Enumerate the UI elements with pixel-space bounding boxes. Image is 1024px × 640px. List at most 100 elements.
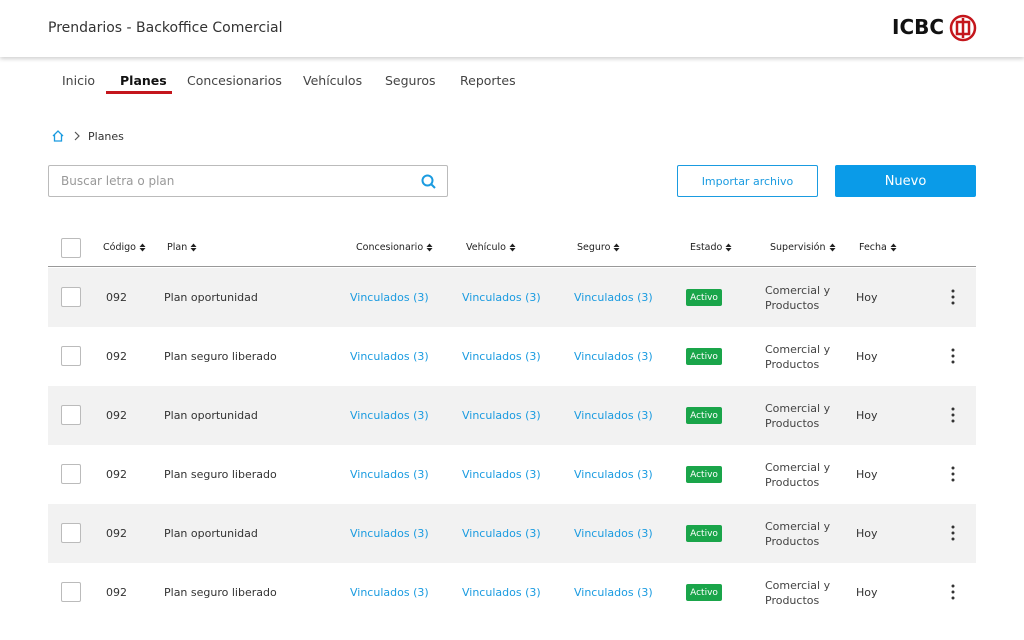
column-header[interactable]: Código	[103, 242, 146, 253]
column-label: Plan	[167, 242, 188, 253]
vinculados-link[interactable]: Vinculados (3)	[350, 468, 429, 481]
search-box[interactable]: Buscar letra o plan	[48, 165, 448, 197]
row-menu[interactable]	[949, 347, 957, 365]
code-cell: 092	[106, 291, 127, 304]
code-cell: 092	[106, 586, 127, 599]
column-header[interactable]: Supervisión	[770, 242, 836, 253]
plan-cell: Plan seguro liberado	[164, 586, 277, 599]
column-header[interactable]: Concesionario	[356, 242, 433, 253]
vinculados-link[interactable]: Vinculados (3)	[574, 586, 653, 599]
vinculados-link[interactable]: Vinculados (3)	[462, 468, 541, 481]
supervision-cell: Comercial y Productos	[765, 343, 831, 371]
row-checkbox[interactable]	[61, 405, 81, 425]
column-label: Vehículo	[466, 242, 506, 253]
vinculados-link[interactable]: Vinculados (3)	[574, 409, 653, 422]
row-checkbox[interactable]	[61, 464, 81, 484]
vinculados-link[interactable]: Vinculados (3)	[462, 586, 541, 599]
table-row: 092 Plan seguro liberado Vinculados (3) Vin…	[48, 327, 976, 386]
sort-icon	[509, 243, 516, 252]
row-menu[interactable]	[949, 465, 957, 483]
row-menu[interactable]	[949, 583, 957, 601]
vinculados-link[interactable]: Vinculados (3)	[350, 350, 429, 363]
plan-cell: Plan seguro liberado	[164, 350, 277, 363]
date-cell: Hoy	[856, 586, 878, 599]
row-menu[interactable]	[949, 406, 957, 424]
vinculados-link[interactable]: Vinculados (3)	[574, 291, 653, 304]
table-row: 092 Plan seguro liberado Vinculados (3) Vin…	[48, 445, 976, 504]
select-all-checkbox[interactable]	[61, 238, 81, 258]
vinculados-link[interactable]: Vinculados (3)	[462, 291, 541, 304]
new-button[interactable]: Nuevo	[835, 165, 976, 197]
nav-item[interactable]: Reportes	[460, 73, 516, 88]
column-header[interactable]: Fecha	[859, 242, 897, 253]
sort-icon	[139, 243, 146, 252]
kebab-icon	[951, 525, 955, 541]
row-menu[interactable]	[949, 288, 957, 306]
vinculados-link[interactable]: Vinculados (3)	[350, 527, 429, 540]
column-header[interactable]: Vehículo	[466, 242, 516, 253]
search-placeholder: Buscar letra o plan	[61, 174, 175, 188]
table-row: 092 Plan seguro liberado Vinculados (3) Vin…	[48, 563, 976, 622]
column-header[interactable]: Estado	[690, 242, 732, 253]
supervision-cell: Comercial y Productos	[765, 520, 831, 548]
plan-cell: Plan oportunidad	[164, 409, 258, 422]
sort-icon	[725, 243, 732, 252]
vinculados-link[interactable]: Vinculados (3)	[462, 527, 541, 540]
row-checkbox[interactable]	[61, 523, 81, 543]
date-cell: Hoy	[856, 527, 878, 540]
header-divider	[48, 266, 976, 267]
vinculados-link[interactable]: Vinculados (3)	[574, 350, 653, 363]
column-label: Concesionario	[356, 242, 424, 253]
column-label: Seguro	[577, 242, 611, 253]
vinculados-link[interactable]: Vinculados (3)	[574, 468, 653, 481]
kebab-icon	[951, 348, 955, 364]
vinculados-link[interactable]: Vinculados (3)	[574, 527, 653, 540]
column-header[interactable]: Seguro	[577, 242, 620, 253]
header: Prendarios - Backoffice Comercial ICBC	[0, 0, 1024, 57]
table-row: 092 Plan oportunidad Vinculados (3) Vincula…	[48, 504, 976, 563]
kebab-icon	[951, 289, 955, 305]
supervision-cell: Comercial y Productos	[765, 461, 831, 489]
active-underline	[106, 91, 172, 94]
vinculados-link[interactable]: Vinculados (3)	[350, 586, 429, 599]
supervision-cell: Comercial y Productos	[765, 402, 831, 430]
row-checkbox[interactable]	[61, 287, 81, 307]
vinculados-link[interactable]: Vinculados (3)	[462, 409, 541, 422]
vinculados-link[interactable]: Vinculados (3)	[462, 350, 541, 363]
row-checkbox[interactable]	[61, 582, 81, 602]
status-badge: Activo	[686, 584, 722, 601]
kebab-icon	[951, 407, 955, 423]
status-badge: Activo	[686, 407, 722, 424]
nav-item[interactable]: Vehículos	[303, 73, 363, 88]
column-label: Estado	[690, 242, 723, 253]
breadcrumb-current: Planes	[88, 130, 124, 143]
date-cell: Hoy	[856, 468, 878, 481]
vinculados-link[interactable]: Vinculados (3)	[350, 291, 429, 304]
kebab-icon	[951, 584, 955, 600]
code-cell: 092	[106, 527, 127, 540]
app-title: Prendarios - Backoffice Comercial	[48, 20, 283, 36]
date-cell: Hoy	[856, 350, 878, 363]
breadcrumb-icons	[52, 130, 80, 142]
import-button[interactable]: Importar archivo	[677, 165, 818, 197]
vinculados-link[interactable]: Vinculados (3)	[350, 409, 429, 422]
sort-icon	[829, 243, 836, 252]
nav-item[interactable]: Planes	[120, 73, 167, 88]
code-cell: 092	[106, 350, 127, 363]
sort-icon	[613, 243, 620, 252]
column-label: Supervisión	[770, 242, 826, 253]
logo-icon	[949, 14, 977, 42]
nav-item[interactable]: Seguros	[385, 73, 436, 88]
column-label: Fecha	[859, 242, 887, 253]
supervision-cell: Comercial y Productos	[765, 579, 831, 607]
row-menu[interactable]	[949, 524, 957, 542]
kebab-icon	[951, 466, 955, 482]
status-badge: Activo	[686, 466, 722, 483]
column-label: Código	[103, 242, 136, 253]
table-row: 092 Plan oportunidad Vinculados (3) Vincula…	[48, 386, 976, 445]
nav-item[interactable]: Inicio	[62, 73, 96, 88]
status-badge: Activo	[686, 348, 722, 365]
nav-item[interactable]: Concesionarios	[187, 73, 282, 88]
column-header[interactable]: Plan	[167, 242, 197, 253]
row-checkbox[interactable]	[61, 346, 81, 366]
